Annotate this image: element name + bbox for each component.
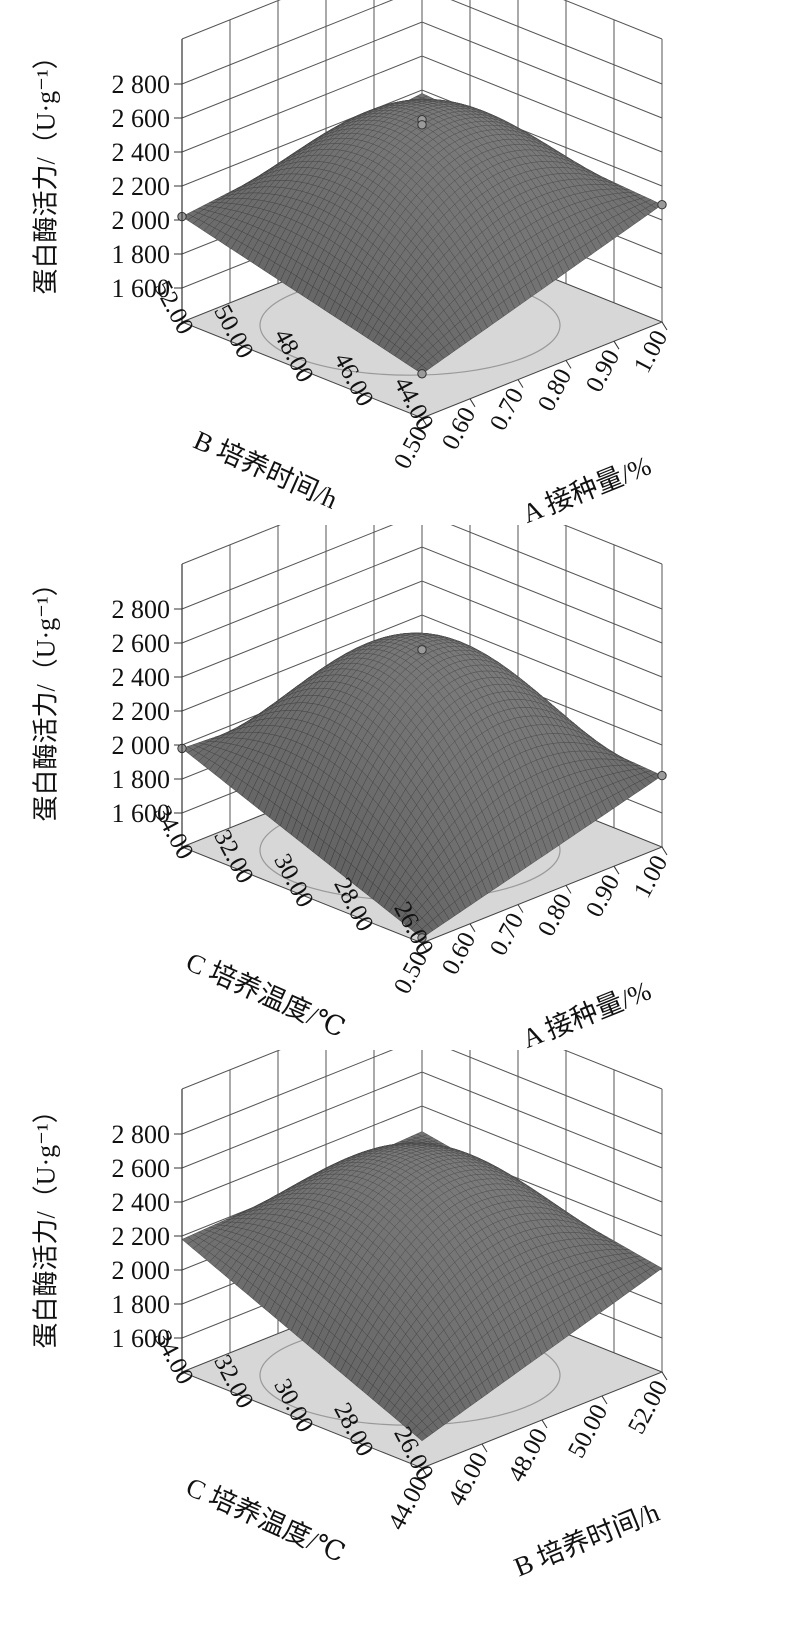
surface-plot-2: 2 800 2 600 2 400 2 200 2 000 1 800 1 600 0.50 0… <box>0 525 804 1071</box>
response-surface <box>181 1131 663 1442</box>
x-tick-label: 0.80 <box>533 890 577 941</box>
y-tick-label: 34.00 <box>148 801 198 863</box>
x-axis-label: A 接种量/% <box>518 450 655 529</box>
x-tick-label: 52.00 <box>623 1376 673 1438</box>
x-tick-label: 0.60 <box>437 928 481 979</box>
x-tick-label: 1.00 <box>629 851 673 902</box>
surface-plot-3-svg: 2 800 2 600 2 400 2 200 2 000 1 800 1 600 44.00… <box>112 1050 673 1583</box>
z-tick-label: 2 400 <box>112 1188 171 1217</box>
z-tick-label: 2 800 <box>112 70 171 99</box>
x-tick-label: 0.90 <box>581 345 625 396</box>
y-axis-label: B 培养时间/h <box>189 425 342 515</box>
surface-plot-3: 2 800 2 600 2 400 2 200 2 000 1 800 1 600 44.00… <box>0 1050 804 1596</box>
x-tick-label: 44.00 <box>383 1472 433 1534</box>
x-tick-label: 0.50 <box>389 422 433 473</box>
z-tick-label: 2 800 <box>112 595 171 624</box>
z-tick-label: 2 000 <box>112 1256 171 1285</box>
z-tick-label: 2 600 <box>112 629 171 658</box>
z-tick-label: 2 200 <box>112 172 171 201</box>
x-tick-label: 46.00 <box>443 1448 493 1510</box>
design-point <box>417 933 427 943</box>
y-axis-label: C 培养温度/℃ <box>182 1471 350 1568</box>
x-axis-label: B 培养时间/h <box>510 1497 664 1583</box>
z-tick-label: 1 800 <box>112 1290 171 1319</box>
z-tick-label: 2 800 <box>112 1120 171 1149</box>
z-tick-label: 2 400 <box>112 663 171 692</box>
z-tick-label: 1 600 <box>112 274 171 303</box>
z-tick-label: 1 800 <box>112 765 171 794</box>
x-tick-label: 0.50 <box>389 947 433 998</box>
x-tick-label: 1.00 <box>629 326 673 377</box>
z-axis-label: 蛋白酶活力/（U·g⁻¹） <box>31 43 61 295</box>
response-surface <box>181 93 663 375</box>
z-tick-label: 2 600 <box>112 1154 171 1183</box>
z-tick-label: 1 600 <box>112 1324 171 1353</box>
x-tick-label: 48.00 <box>503 1424 553 1486</box>
y-tick-label: 52.00 <box>148 276 198 338</box>
x-tick-label: 0.70 <box>485 909 529 960</box>
z-tick-label: 2 200 <box>112 1222 171 1251</box>
surface-plot-1: 2 800 2 600 2 400 2 200 2 000 1 800 1 600 0.50 0… <box>0 0 804 546</box>
design-point <box>657 200 667 210</box>
design-point <box>657 770 667 781</box>
design-point <box>417 645 427 655</box>
x-tick-label: 0.90 <box>581 870 625 921</box>
x-tick-label: 0.70 <box>485 384 529 435</box>
x-tick-label: 0.60 <box>437 403 481 454</box>
design-point <box>417 120 427 130</box>
x-tick-label: 50.00 <box>563 1400 613 1462</box>
z-tick-label: 2 200 <box>112 697 171 726</box>
z-tick-label: 2 000 <box>112 731 171 760</box>
response-surface <box>181 632 663 939</box>
x-tick-label: 0.80 <box>533 365 577 416</box>
z-tick-label: 1 800 <box>112 240 171 269</box>
z-tick-label: 1 600 <box>112 799 171 828</box>
z-axis-label: 蛋白酶活力/（U·g⁻¹） <box>31 1097 61 1349</box>
y-axis-label: C 培养温度/℃ <box>182 946 350 1043</box>
design-point <box>417 369 427 379</box>
z-tick-label: 2 600 <box>112 104 171 133</box>
z-tick-label: 2 000 <box>112 206 171 235</box>
y-tick-label: 34.00 <box>148 1326 198 1388</box>
z-axis-label: 蛋白酶活力/（U·g⁻¹） <box>31 570 61 822</box>
x-axis-label: A 接种量/% <box>518 975 655 1054</box>
z-tick-label: 2 400 <box>112 138 171 167</box>
